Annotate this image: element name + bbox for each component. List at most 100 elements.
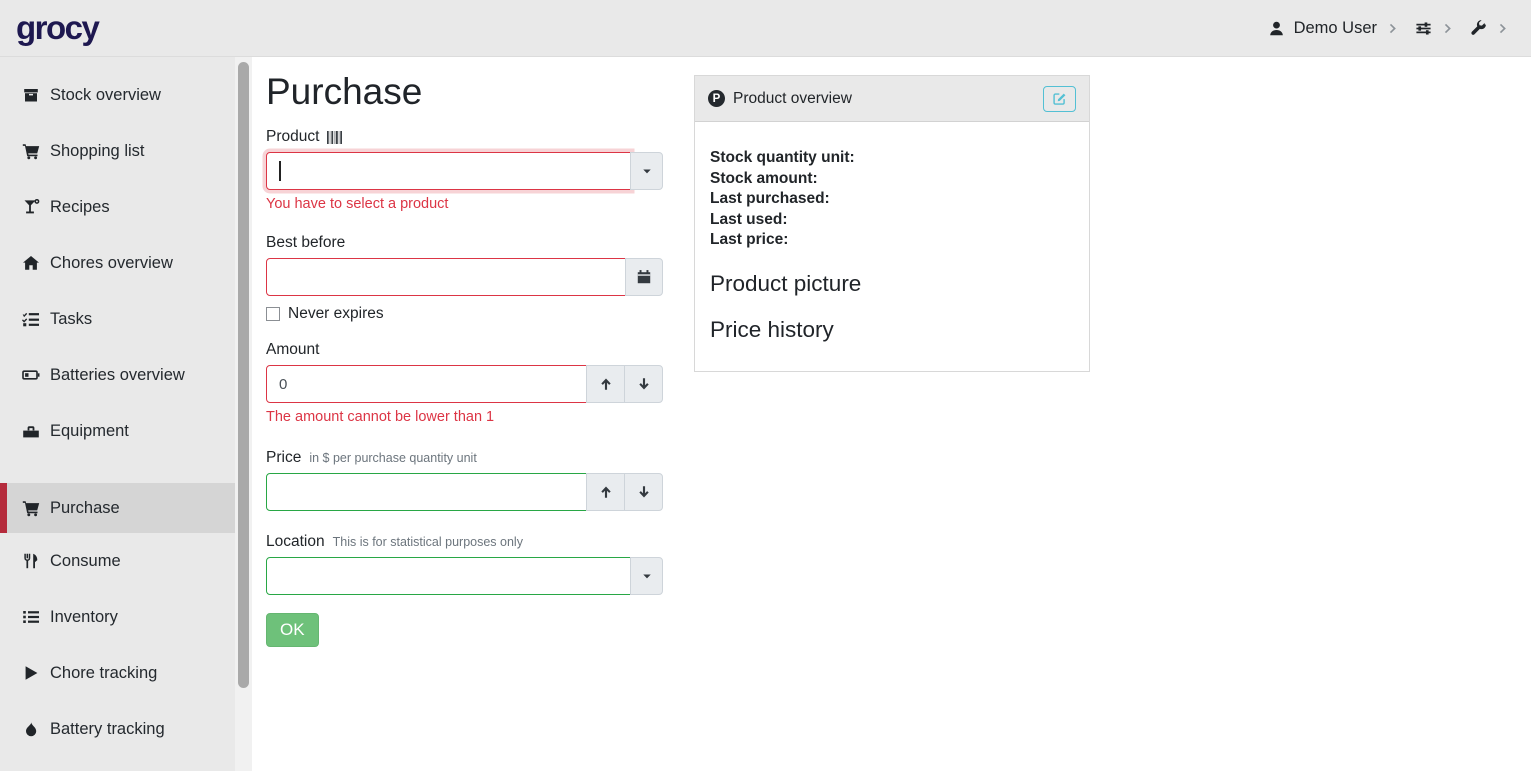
- chevron-right-icon: [1441, 22, 1454, 35]
- sidebar-item-label: Consume: [50, 551, 121, 570]
- page-title: Purchase: [266, 71, 423, 112]
- settings-menu[interactable]: [1415, 20, 1454, 37]
- sidebar-item-recipes[interactable]: Recipes: [0, 179, 235, 235]
- user-icon: [1268, 20, 1285, 37]
- amount-increment-button[interactable]: [586, 365, 625, 403]
- sidebar-item-shopping-list[interactable]: Shopping list: [0, 123, 235, 179]
- location-hint: This is for statistical purposes only: [332, 535, 523, 549]
- never-expires-label: Never expires: [288, 305, 384, 322]
- location-dropdown-button[interactable]: [630, 557, 663, 595]
- section-price-history: Price history: [710, 316, 834, 342]
- sidebar-item-tasks[interactable]: Tasks: [0, 291, 235, 347]
- sidebar-item-label: Chore tracking: [50, 663, 158, 682]
- sidebar-scrollbar-thumb[interactable]: [238, 62, 249, 688]
- never-expires-checkbox[interactable]: [266, 307, 280, 321]
- overview-field: Stock amount:: [710, 169, 818, 187]
- price-decrement-button[interactable]: [624, 473, 663, 511]
- sidebar-item-label: Purchase: [50, 498, 120, 517]
- pencil-square-icon: [1052, 91, 1067, 106]
- product-label: Product: [266, 128, 320, 145]
- price-hint: in $ per purchase quantity unit: [309, 451, 477, 465]
- arrow-down-icon: [636, 484, 652, 500]
- calendar-button[interactable]: [625, 258, 663, 296]
- amount-decrement-button[interactable]: [624, 365, 663, 403]
- arrow-up-icon: [598, 484, 614, 500]
- sidebar-item-label: Inventory: [50, 607, 118, 626]
- product-overview-icon: P: [708, 90, 725, 107]
- sidebar: Stock overview Shopping list Recipes Chores…: [0, 57, 252, 771]
- main-content: Purchase Product You have to select a pr…: [252, 57, 1531, 771]
- sidebar-scrollbar[interactable]: [235, 57, 252, 771]
- caret-down-icon: [640, 569, 654, 583]
- sidebar-item-label: Battery tracking: [50, 719, 165, 738]
- chevron-right-icon: [1496, 22, 1509, 35]
- sidebar-item-label: Tasks: [50, 309, 93, 328]
- sidebar-item-label: Recipes: [50, 197, 110, 216]
- overview-field: Last used:: [710, 210, 788, 228]
- sidebar-item-inventory[interactable]: Inventory: [0, 589, 235, 645]
- navbar: grocy Demo User: [0, 0, 1531, 57]
- user-name: Demo User: [1293, 18, 1377, 37]
- sidebar-item-purchase[interactable]: Purchase: [0, 483, 235, 533]
- list-icon: [21, 608, 41, 626]
- wrench-icon: [1470, 19, 1487, 37]
- product-overview-title-row: P Product overview: [708, 90, 852, 108]
- best-before-label: Best before: [266, 234, 346, 251]
- product-input[interactable]: [266, 152, 631, 190]
- sidebar-nav: Stock overview Shopping list Recipes Chores…: [0, 67, 235, 757]
- utensils-icon: [21, 552, 41, 570]
- amount-input[interactable]: [266, 365, 587, 403]
- sidebar-item-consume[interactable]: Consume: [0, 533, 235, 589]
- section-product-picture: Product picture: [710, 270, 862, 296]
- sidebar-item-equipment[interactable]: Equipment: [0, 403, 235, 459]
- sidebar-item-label: Shopping list: [50, 141, 145, 160]
- sidebar-item-stock-overview[interactable]: Stock overview: [0, 67, 235, 123]
- overview-field: Last price:: [710, 231, 789, 248]
- sidebar-item-label: Chores overview: [50, 253, 173, 272]
- user-menu[interactable]: Demo User: [1268, 19, 1399, 38]
- sidebar-item-label: Batteries overview: [50, 365, 185, 384]
- product-overview-body: Stock quantity unit: Stock amount: Last pu…: [695, 122, 1089, 371]
- sidebar-item-chore-tracking[interactable]: Chore tracking: [0, 645, 235, 701]
- sidebar-item-label: Equipment: [50, 421, 129, 440]
- play-icon: [21, 664, 41, 682]
- toolbox-icon: [21, 422, 41, 440]
- grocy-logo[interactable]: grocy: [16, 9, 100, 46]
- overview-field: Stock quantity unit:: [710, 149, 855, 166]
- edit-product-button[interactable]: [1043, 85, 1076, 112]
- text-cursor: [279, 161, 281, 181]
- boxes-icon: [21, 86, 41, 104]
- product-overview-title: Product overview: [733, 89, 852, 107]
- price-input[interactable]: [266, 473, 587, 511]
- product-error: You have to select a product: [266, 196, 449, 212]
- location-label: Location: [266, 533, 325, 550]
- tasks-icon: [21, 310, 41, 328]
- cocktail-icon: [21, 198, 41, 216]
- sidebar-item-battery-tracking[interactable]: Battery tracking: [0, 701, 235, 757]
- battery-icon: [21, 366, 41, 384]
- purchase-form: Purchase Product You have to select a pr…: [266, 71, 663, 647]
- price-increment-button[interactable]: [586, 473, 625, 511]
- product-overview-card: P Product overview Stock quantity unit: S…: [694, 75, 1090, 372]
- sliders-icon: [1415, 20, 1432, 37]
- droplet-icon: [21, 720, 41, 738]
- arrow-down-icon: [636, 376, 652, 392]
- home-icon: [21, 254, 41, 272]
- sidebar-item-batteries-overview[interactable]: Batteries overview: [0, 347, 235, 403]
- admin-menu[interactable]: [1470, 19, 1509, 37]
- ok-button[interactable]: OK: [266, 613, 319, 647]
- shopping-cart-icon: [21, 142, 41, 160]
- sidebar-item-chores-overview[interactable]: Chores overview: [0, 235, 235, 291]
- navbar-right: Demo User: [1268, 19, 1509, 38]
- calendar-icon: [636, 269, 652, 285]
- chevron-right-icon: [1386, 22, 1399, 35]
- amount-label: Amount: [266, 341, 320, 358]
- best-before-input[interactable]: [266, 258, 626, 296]
- product-dropdown-button[interactable]: [630, 152, 663, 190]
- arrow-up-icon: [598, 376, 614, 392]
- amount-error: The amount cannot be lower than 1: [266, 409, 495, 425]
- location-input[interactable]: [266, 557, 631, 595]
- caret-down-icon: [640, 164, 654, 178]
- product-overview-header: P Product overview: [695, 76, 1089, 122]
- overview-field: Last purchased:: [710, 190, 830, 207]
